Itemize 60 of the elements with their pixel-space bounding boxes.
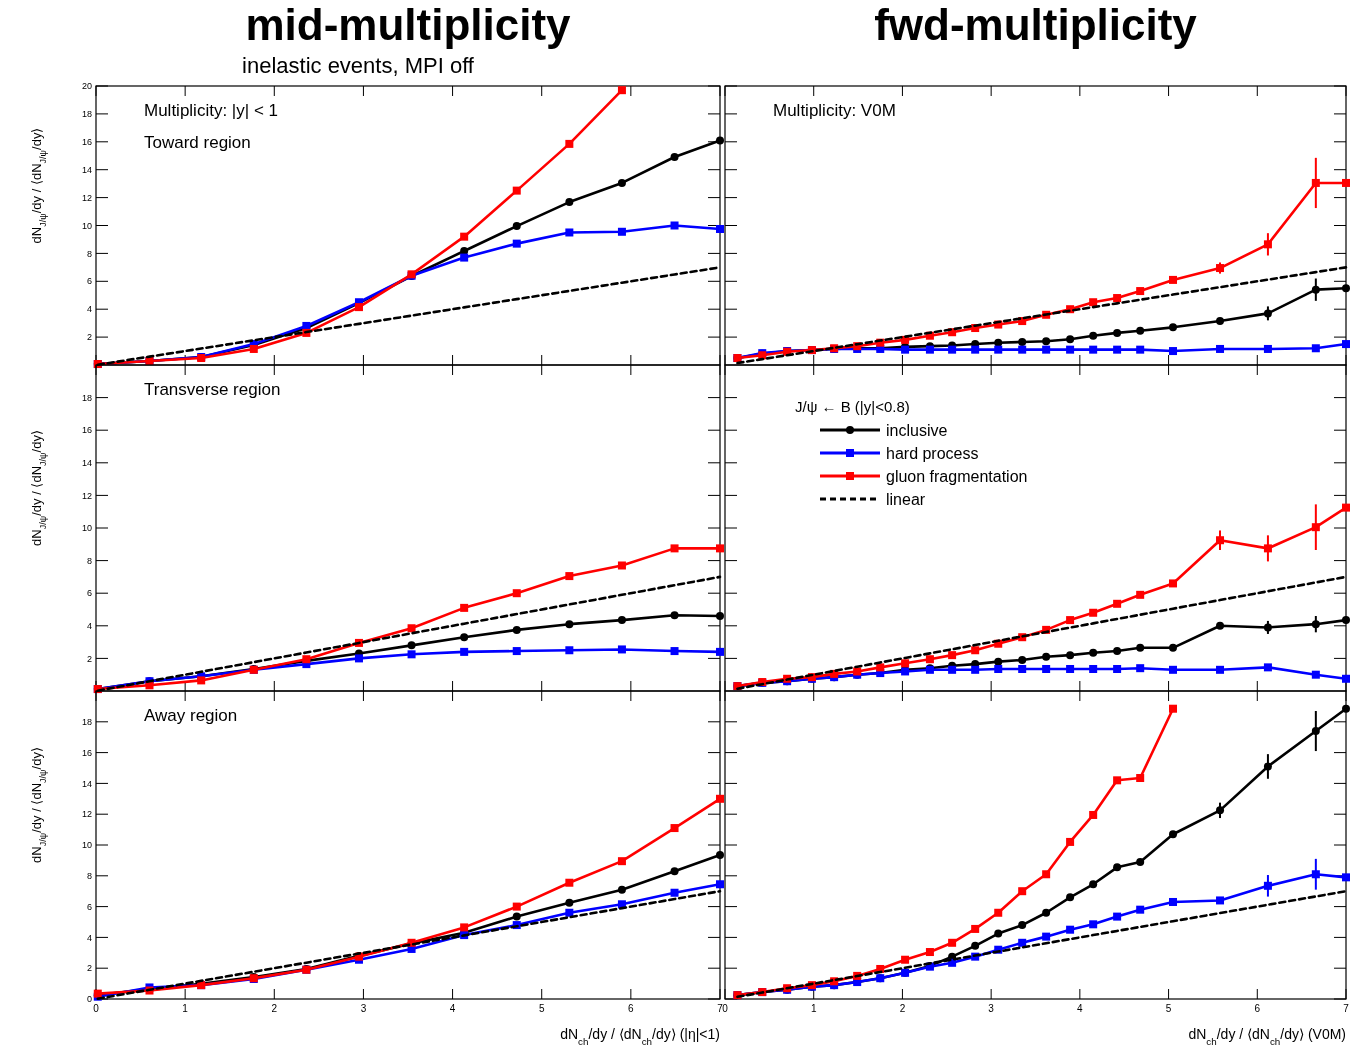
x-axis-title: dN$_{ch}$/dy / ⟨dN$_{ch}$/dy⟩ (V0M) <box>1188 1026 1346 1047</box>
y-tick-label: 16 <box>81 747 92 758</box>
y-tick-label: 4 <box>86 932 92 943</box>
y-tick-label: 4 <box>86 620 92 631</box>
y-tick-label: 4 <box>86 304 92 315</box>
x-tick-label: 7 <box>1343 1003 1350 1014</box>
y-tick-label: 12 <box>81 192 92 203</box>
legend-label: gluon fragmentation <box>886 467 1028 485</box>
y-tick-label: 2 <box>86 332 92 343</box>
annotation: Multiplicity: V0M <box>773 101 896 120</box>
annotation: Transverse region <box>144 380 281 399</box>
legend-label: inclusive <box>886 421 948 439</box>
x-tick-label: 4 <box>449 1003 456 1014</box>
chart-subtitle: inelastic events, MPI off <box>242 53 475 78</box>
y-tick-label: 18 <box>81 109 92 120</box>
x-axis-title: dN$_{ch}$/dy / ⟨dN$_{ch}$/dy⟩ (|η|<1) <box>560 1026 720 1047</box>
y-tick-label: 6 <box>86 276 92 287</box>
y-tick-label: 12 <box>81 809 92 820</box>
y-tick-label: 6 <box>86 588 92 599</box>
y-tick-label: 14 <box>81 778 92 789</box>
y-tick-label: 2 <box>86 963 92 974</box>
y-tick-label: 14 <box>81 457 92 468</box>
x-tick-label: 4 <box>1077 1003 1084 1014</box>
x-tick-label: 5 <box>1165 1003 1172 1014</box>
x-tick-label: 2 <box>899 1003 906 1014</box>
annotation: Multiplicity: |y| < 1 <box>144 101 279 120</box>
y-tick-label: 6 <box>86 901 92 912</box>
x-tick-label: 6 <box>1254 1003 1261 1014</box>
y-tick-label: 18 <box>81 716 92 727</box>
x-tick-label: 7 <box>717 1003 724 1014</box>
x-tick-label: 0 <box>722 1003 729 1014</box>
annotation: Toward region <box>144 133 251 152</box>
y-tick-label: 10 <box>81 220 92 231</box>
y-tick-label: 8 <box>86 248 92 259</box>
y-tick-label: 10 <box>81 523 92 534</box>
y-tick-label: 10 <box>81 840 92 851</box>
y-tick-label: 8 <box>86 870 92 881</box>
y-tick-label: 16 <box>81 136 92 147</box>
legend-label: linear <box>886 490 926 508</box>
x-tick-label: 6 <box>628 1003 635 1014</box>
y-tick-label: 12 <box>81 490 92 501</box>
x-tick-label: 2 <box>271 1003 278 1014</box>
y-tick-label: 16 <box>81 425 92 436</box>
y-tick-label: 8 <box>86 555 92 566</box>
x-tick-label: 0 <box>93 1003 100 1014</box>
x-tick-label: 1 <box>810 1003 817 1014</box>
annotation: Away region <box>144 706 238 725</box>
y-tick-label: 14 <box>81 164 92 175</box>
legend-title: J/ψ ← B (|y|<0.8) <box>795 398 910 416</box>
x-tick-label: 1 <box>182 1003 189 1014</box>
chart-title: fwd-multiplicity <box>874 0 1198 49</box>
x-tick-label: 3 <box>360 1003 367 1014</box>
x-tick-label: 5 <box>538 1003 545 1014</box>
x-tick-label: 3 <box>988 1003 995 1014</box>
chart-title: mid-multiplicity <box>245 0 572 49</box>
y-tick-label: 0 <box>86 994 92 1005</box>
y-tick-label: 20 <box>81 81 92 92</box>
legend-label: hard process <box>886 444 979 462</box>
y-tick-label: 2 <box>86 653 92 664</box>
y-tick-label: 18 <box>81 392 92 403</box>
